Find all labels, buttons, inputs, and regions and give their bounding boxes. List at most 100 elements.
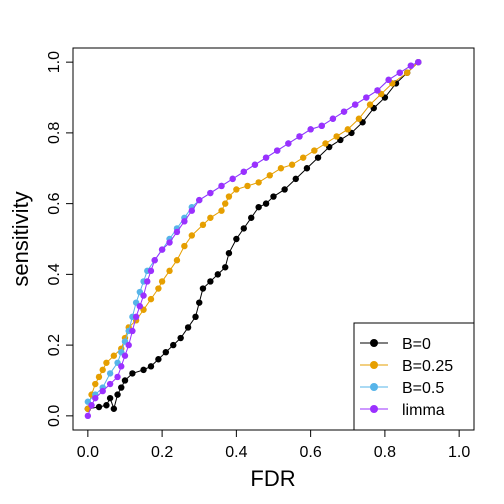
data-point bbox=[351, 101, 359, 108]
data-point bbox=[233, 186, 240, 193]
data-point bbox=[177, 334, 184, 342]
data-point bbox=[181, 242, 188, 250]
data-point bbox=[251, 161, 259, 168]
series-limma bbox=[84, 58, 422, 420]
y-tick-label: 1.0 bbox=[46, 51, 63, 73]
x-tick-label: 1.0 bbox=[448, 444, 470, 461]
data-point bbox=[255, 179, 262, 186]
data-point bbox=[407, 62, 415, 69]
data-point bbox=[166, 267, 173, 275]
data-point bbox=[103, 359, 110, 366]
y-tick-label: 0.6 bbox=[46, 192, 63, 214]
data-point bbox=[240, 225, 247, 232]
data-point bbox=[199, 285, 207, 292]
data-point bbox=[322, 140, 329, 147]
data-point bbox=[99, 387, 106, 395]
data-point bbox=[147, 363, 155, 370]
data-point bbox=[99, 366, 106, 374]
y-tick-label: 0.2 bbox=[46, 334, 63, 356]
data-point bbox=[103, 402, 110, 409]
data-point bbox=[166, 239, 173, 246]
data-point bbox=[188, 232, 196, 239]
data-point bbox=[199, 221, 207, 229]
data-point bbox=[121, 377, 129, 384]
legend-item: B=0 bbox=[360, 336, 431, 353]
data-point bbox=[274, 147, 281, 154]
plot-frame bbox=[72, 47, 475, 431]
legend-marker bbox=[370, 339, 378, 347]
data-point bbox=[244, 182, 251, 190]
x-axis: 0.0 0.2 0.4 0.6 0.8 1.0 bbox=[77, 430, 470, 461]
data-point bbox=[396, 69, 403, 76]
data-point bbox=[222, 200, 229, 207]
series-layer bbox=[84, 58, 422, 420]
data-point bbox=[344, 126, 351, 133]
legend-item: limma bbox=[360, 402, 445, 419]
x-tick-label: 0.0 bbox=[77, 444, 99, 461]
legend-label: B=0.25 bbox=[402, 358, 453, 375]
data-point bbox=[84, 412, 92, 420]
data-point bbox=[225, 249, 233, 257]
data-point bbox=[285, 140, 292, 147]
data-point bbox=[415, 58, 422, 66]
data-point bbox=[218, 182, 225, 190]
data-point bbox=[207, 278, 214, 285]
data-point bbox=[184, 324, 192, 331]
data-point bbox=[106, 394, 114, 402]
data-point bbox=[233, 235, 240, 243]
data-point bbox=[262, 200, 270, 207]
data-point bbox=[158, 278, 166, 285]
x-axis-title: FDR bbox=[250, 466, 295, 491]
data-point bbox=[207, 214, 214, 221]
data-point bbox=[374, 87, 381, 94]
data-point bbox=[207, 189, 214, 197]
data-point bbox=[95, 403, 103, 411]
data-point bbox=[303, 165, 311, 172]
data-point bbox=[88, 402, 95, 409]
data-point bbox=[155, 285, 162, 292]
data-point bbox=[125, 341, 132, 349]
data-point bbox=[110, 352, 118, 359]
data-point bbox=[147, 295, 155, 303]
data-point bbox=[144, 278, 151, 285]
data-point bbox=[95, 373, 103, 381]
data-point bbox=[222, 264, 229, 271]
data-point bbox=[110, 405, 118, 412]
data-point bbox=[363, 94, 370, 101]
legend-label: limma bbox=[402, 402, 445, 419]
data-point bbox=[106, 380, 114, 388]
data-point bbox=[311, 147, 318, 154]
x-tick-label: 0.8 bbox=[374, 444, 396, 461]
data-point bbox=[292, 175, 299, 183]
data-point bbox=[92, 394, 99, 402]
data-point bbox=[129, 327, 136, 335]
data-point bbox=[225, 193, 233, 200]
data-point bbox=[114, 373, 121, 381]
data-point bbox=[266, 172, 273, 179]
data-point bbox=[300, 154, 307, 161]
data-point bbox=[262, 154, 270, 161]
data-point bbox=[270, 193, 277, 200]
data-point bbox=[173, 228, 181, 236]
data-point bbox=[288, 161, 296, 168]
data-point bbox=[147, 267, 155, 275]
data-point bbox=[106, 370, 114, 377]
data-point bbox=[181, 218, 188, 225]
legend-marker bbox=[370, 405, 378, 413]
data-point bbox=[151, 257, 158, 264]
y-axis: 0.0 0.2 0.4 0.6 0.8 1.0 bbox=[46, 51, 73, 427]
data-point bbox=[192, 313, 199, 321]
y-tick-label: 0.8 bbox=[46, 122, 63, 144]
data-point bbox=[248, 214, 255, 221]
data-point bbox=[162, 348, 170, 356]
data-point bbox=[173, 257, 181, 264]
legend: B=0 B=0.25 B=0.5 limma bbox=[353, 322, 475, 431]
legend-item: B=0.5 bbox=[360, 380, 444, 397]
y-tick-label: 0.0 bbox=[46, 405, 63, 427]
data-point bbox=[385, 76, 392, 84]
data-point bbox=[281, 186, 288, 193]
data-point bbox=[158, 246, 166, 253]
legend-marker bbox=[370, 383, 378, 391]
data-point bbox=[118, 384, 125, 391]
